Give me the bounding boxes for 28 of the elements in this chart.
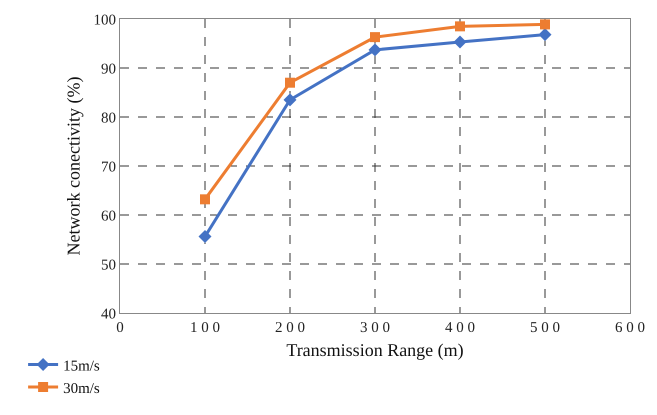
- point: [540, 19, 550, 30]
- point: [538, 28, 552, 42]
- x-tick-label: 2 0 0: [275, 320, 305, 336]
- y-tick-label: 70: [101, 159, 116, 176]
- y-tick-label: 90: [101, 61, 116, 78]
- y-tick-label: 50: [101, 257, 116, 274]
- x-axis-title: Transmission Range (m): [286, 340, 464, 360]
- legend-label: 30m/s: [63, 380, 100, 397]
- y-axis-title: Network conectivity (%): [64, 76, 84, 256]
- point: [198, 230, 212, 244]
- point: [370, 32, 380, 42]
- point: [284, 93, 296, 106]
- y-tick-label: 60: [101, 208, 116, 224]
- y-tick-label: 100: [94, 12, 116, 28]
- x-tick-label: 1 0 0: [190, 320, 220, 336]
- point: [200, 194, 210, 204]
- point: [285, 78, 295, 88]
- y-tick-label: 80: [101, 110, 116, 126]
- x-tick-label: 0: [116, 320, 124, 336]
- point: [368, 43, 382, 56]
- y-tick-label: 40: [101, 306, 116, 322]
- point: [454, 36, 466, 49]
- x-tick-label: 5 0 0: [530, 320, 560, 336]
- x-tick-label: 4 0 0: [445, 320, 475, 336]
- x-tick-label: 6 0 0: [615, 320, 645, 336]
- x-tick-label: 3 0 0: [360, 320, 390, 336]
- legend-label: 15m/s: [63, 358, 100, 374]
- point: [455, 21, 465, 32]
